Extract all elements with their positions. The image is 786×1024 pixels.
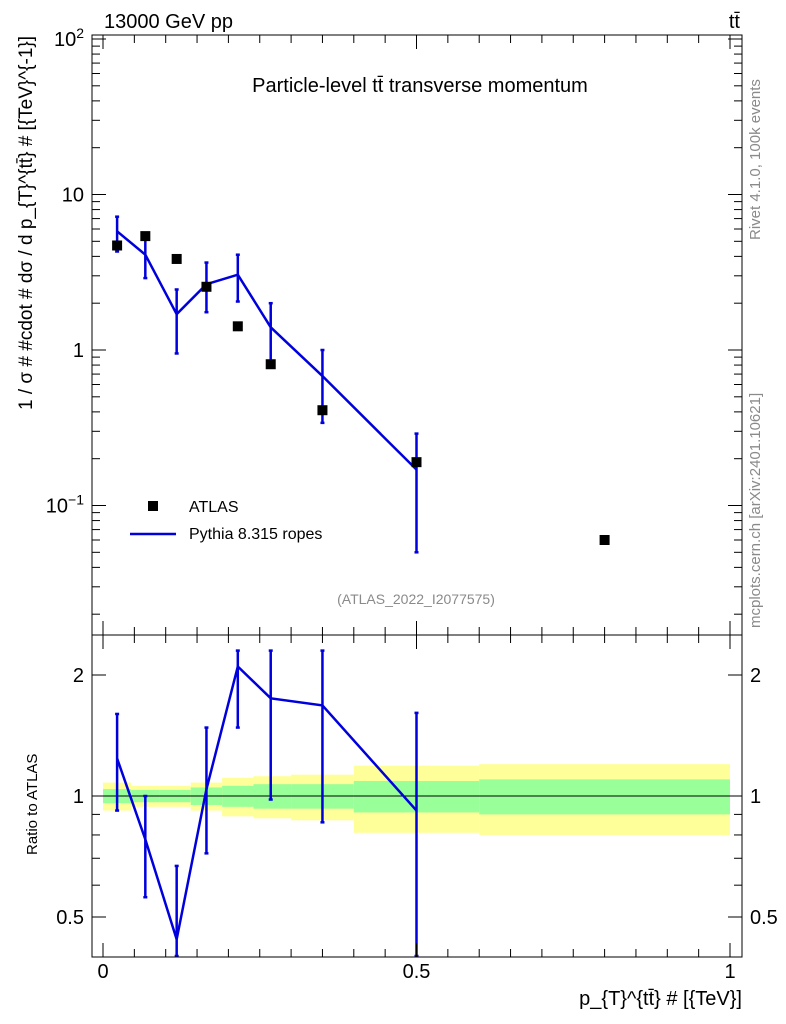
atlas-point — [201, 281, 212, 292]
ratio-axis-ticks: 0.5 0.5 1 1 2 2 0 0.5 1 — [56, 635, 778, 983]
ratio-y-axis-label: Ratio to ATLAS — [24, 754, 41, 855]
x-axis-label: p_{T}^{tt̄} # [{TeV}] — [579, 988, 742, 1010]
atlas-point — [599, 534, 610, 545]
main-y-tick-label: 1 — [73, 340, 84, 362]
main-y-axis-label: 1 / σ # #cdot # dσ / d p_{T}^{tt̄} # [{T… — [16, 36, 37, 410]
legend-atlas-label: ATLAS — [189, 499, 239, 516]
main-y-tick-label: 102 — [54, 25, 84, 51]
atlas-point — [232, 321, 243, 332]
atlas-point — [411, 457, 422, 468]
ratio-y-tick-label: 0.5 — [56, 907, 84, 929]
legend-pythia-label: Pythia 8.315 ropes — [189, 526, 322, 543]
ratio-stat-uncertainty-band — [479, 779, 730, 815]
ratio-y-tick-label-right: 2 — [750, 665, 761, 687]
main-plot-marks — [112, 215, 610, 554]
atlas-point — [317, 405, 328, 416]
pythia-line — [116, 230, 418, 471]
energy-label: 13000 GeV pp — [104, 11, 233, 33]
x-tick-label: 0.5 — [403, 961, 431, 983]
chart-title: Particle-level tt̄ transverse momentum — [252, 75, 588, 97]
x-tick-label: 1 — [724, 961, 735, 983]
main-y-tick-label: 10 — [62, 185, 84, 207]
process-label: tt̄ — [729, 11, 741, 33]
main-panel: 10−1 1 10 102 Particle-level tt̄ transverse… — [16, 25, 743, 636]
main-axis-ticks: 10−1 1 10 102 — [46, 25, 742, 635]
x-tick-label: 0 — [97, 961, 108, 983]
rivet-version-label: Rivet 4.1.0, 100k events — [747, 79, 764, 240]
ratio-y-tick-label-right: 0.5 — [750, 907, 778, 929]
atlas-point — [140, 231, 151, 242]
legend: ATLAS Pythia 8.315 ropes — [130, 499, 322, 543]
atlas-point — [265, 359, 276, 370]
analysis-annotation: (ATLAS_2022_I2077575) — [337, 591, 495, 607]
atlas-point — [171, 253, 182, 264]
ratio-plot-marks — [92, 649, 742, 958]
legend-atlas-marker — [148, 501, 158, 511]
atlas-point — [112, 240, 123, 251]
ratio-panel: 0.5 0.5 1 1 2 2 0 0.5 1 Ratio to ATLAS p_{T}^{tt… — [24, 634, 778, 1010]
ratio-y-tick-label: 1 — [73, 786, 84, 808]
main-y-tick-label: 10−1 — [46, 492, 84, 518]
ratio-y-tick-label: 2 — [73, 665, 84, 687]
ratio-pythia-line — [115, 664, 418, 940]
source-label: mcplots.cern.ch [arXiv:2401.10621] — [747, 393, 764, 628]
ratio-y-tick-label-right: 1 — [750, 786, 761, 808]
